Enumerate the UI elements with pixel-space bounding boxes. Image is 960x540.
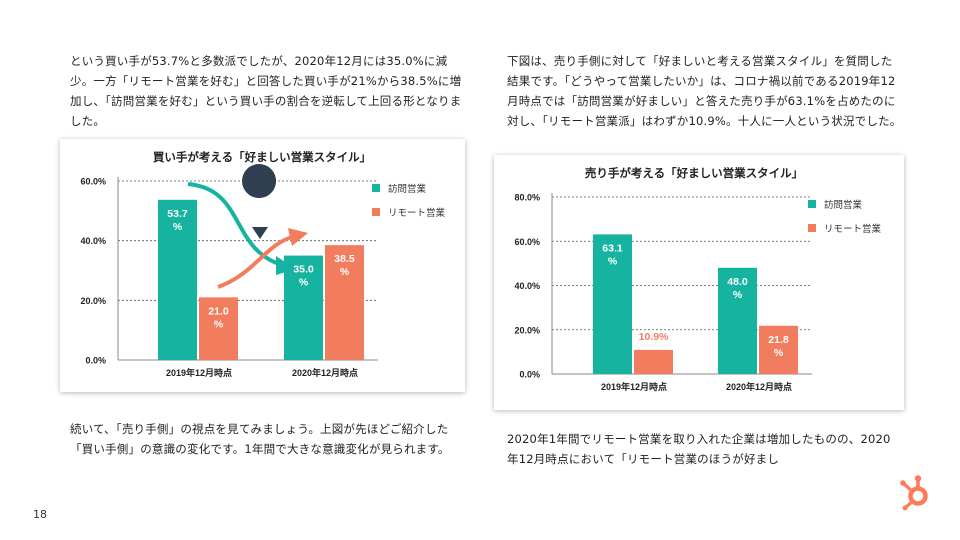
decline-arrow	[187, 182, 283, 267]
data-label: 63.1	[602, 242, 623, 254]
x-tick-label: 2020年12月時点	[292, 367, 358, 378]
y-tick-label: 80.0%	[514, 193, 540, 203]
data-label: 21.0	[208, 305, 229, 317]
x-tick-label: 2020年12月時点	[726, 381, 792, 392]
legend-swatch	[808, 224, 816, 232]
data-label: %	[299, 277, 309, 289]
data-label: 10.9%	[639, 331, 669, 343]
bar-visit	[284, 255, 323, 360]
legend-swatch	[808, 200, 816, 208]
legend-label: 訪問営業	[824, 199, 863, 211]
data-label: %	[173, 221, 183, 233]
rise-arrow	[217, 234, 296, 289]
seller-intro-paragraph: 続いて、「売り手側」の視点を見てみましょう。上図が先ほどご紹介した「買い手側」の…	[70, 422, 450, 456]
bar-remote	[199, 297, 238, 360]
y-tick-label: 60.0%	[514, 237, 540, 247]
legend-label: 訪問営業	[388, 183, 427, 195]
x-tick-label: 2019年12月時点	[166, 367, 232, 378]
data-label: %	[340, 266, 350, 278]
legend-swatch	[372, 208, 380, 216]
seller-result-paragraph: 下図は、売り手側に対して「好ましいと考える営業スタイル」を質問した結果です。「ど…	[507, 54, 902, 128]
legend-swatch	[372, 184, 380, 192]
data-label: %	[608, 255, 618, 267]
bar-remote	[325, 245, 364, 360]
page-number: 18	[33, 508, 47, 521]
data-label: 48.0	[727, 276, 748, 288]
intro-paragraph: という買い手が53.7%と多数派でしたが、2020年12月には35.0%に減少。…	[70, 54, 462, 128]
data-label: 38.5	[334, 253, 355, 265]
data-label: 53.7	[167, 208, 188, 220]
buyer-chart-card: 買い手が考える「好ましい営業スタイル」 0.0% 20.0% 40.0% 60.0% 53…	[60, 139, 465, 392]
bar-visit	[718, 267, 757, 374]
y-tick-label: 0.0%	[519, 370, 540, 380]
rise-arrowhead	[288, 228, 308, 246]
seller-chart-card: 売り手が考える「好ましい営業スタイル」 0.0% 20.0% 40.0% 60.0% 80…	[494, 155, 904, 410]
y-tick-label: 20.0%	[80, 296, 106, 306]
reversal-badge	[242, 164, 277, 239]
bar-remote	[759, 325, 798, 374]
bar-visit	[158, 199, 197, 360]
y-tick-label: 20.0%	[514, 325, 540, 335]
data-label: 21.8	[768, 334, 789, 346]
bar-remote	[634, 349, 673, 374]
reversal-label: 逆転	[248, 206, 271, 220]
hubspot-sprocket-icon	[900, 475, 928, 511]
y-tick-label: 60.0%	[80, 177, 106, 187]
chart-title: 買い手が考える「好ましい営業スタイル」	[153, 150, 371, 164]
data-label: %	[774, 347, 784, 359]
data-label: 35.0	[293, 264, 314, 276]
remote-adoption-paragraph: 2020年1年間でリモート営業を取り入れた企業は増加したものの、2020年12月…	[507, 432, 891, 466]
y-tick-label: 0.0%	[85, 356, 106, 366]
bar-visit	[593, 234, 632, 374]
legend-label: リモート営業	[824, 223, 882, 235]
data-label: %	[733, 289, 743, 301]
y-tick-label: 40.0%	[514, 281, 540, 291]
y-tick-label: 40.0%	[80, 236, 106, 246]
buyer-style-chart: 買い手が考える「好ましい営業スタイル」 0.0% 20.0% 40.0% 60.0% 53…	[80, 150, 446, 378]
seller-style-chart: 売り手が考える「好ましい営業スタイル」 0.0% 20.0% 40.0% 60.0% 80…	[514, 166, 882, 392]
chart-title: 売り手が考える「好ましい営業スタイル」	[585, 166, 803, 180]
data-label: %	[214, 318, 224, 330]
x-tick-label: 2019年12月時点	[601, 381, 667, 392]
legend-label: リモート営業	[388, 207, 446, 219]
decline-arrowhead	[276, 256, 296, 275]
